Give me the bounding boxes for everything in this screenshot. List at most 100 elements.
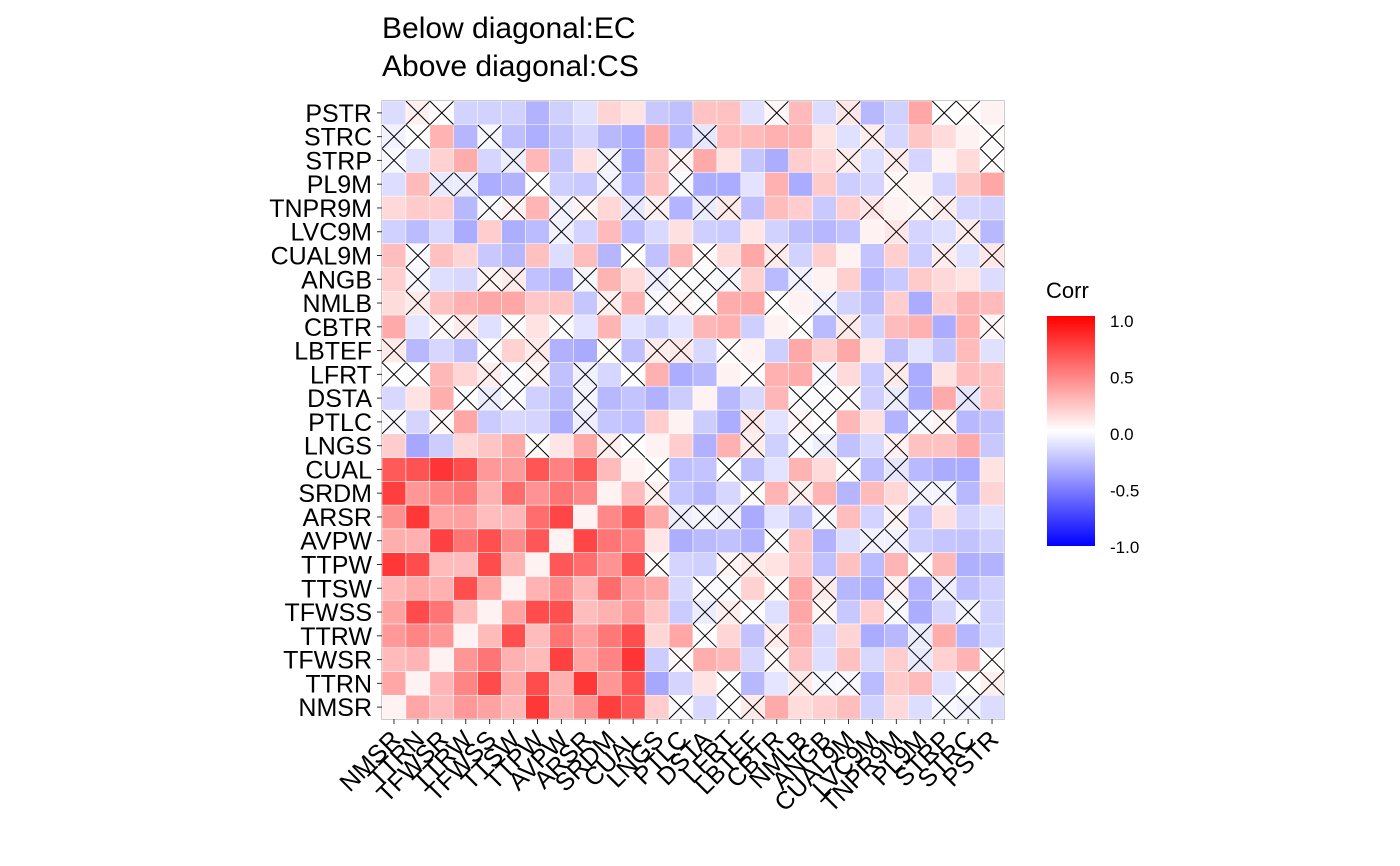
heatmap-cell (381, 694, 407, 720)
insignificant-cross (955, 385, 981, 411)
heatmap-cell (501, 576, 526, 601)
legend-ticks: 1.0 0.5 0.0 -0.5 -1.0 (1110, 312, 1139, 557)
insignificant-cross (907, 623, 933, 649)
heatmap-cell (716, 362, 742, 387)
heatmap-cell (931, 219, 957, 244)
y-tick-label: LFRT (310, 361, 372, 389)
heatmap-cell (381, 528, 407, 553)
heatmap-cell (740, 290, 766, 316)
insignificant-cross (501, 314, 526, 340)
heatmap-cell (955, 124, 981, 149)
heatmap-cell (931, 552, 957, 577)
heatmap-cell (597, 124, 622, 149)
insignificant-cross (429, 100, 455, 126)
heatmap-cell (908, 362, 933, 387)
heatmap-cell (525, 457, 550, 482)
heatmap-cell (668, 385, 694, 411)
heatmap-cell (908, 148, 933, 173)
insignificant-cross (692, 195, 718, 221)
insignificant-cross (453, 314, 479, 340)
heatmap-cell (477, 100, 502, 126)
heatmap-cell (405, 385, 431, 411)
legend-tick-label: 0.5 (1110, 369, 1134, 388)
insignificant-cross (884, 219, 909, 244)
heatmap-cell (716, 314, 742, 339)
heatmap-cell (597, 623, 622, 648)
heatmap-cell (931, 433, 957, 458)
heatmap-cell (501, 528, 526, 553)
heatmap-cell (573, 100, 598, 126)
heatmap-cell (812, 528, 837, 553)
y-tick-label: DSTA (307, 385, 372, 413)
insignificant-cross (573, 409, 598, 435)
heatmap-cell (955, 481, 981, 506)
heatmap-cell (979, 267, 1005, 292)
heatmap-cell (836, 694, 861, 720)
heatmap-cell (955, 623, 981, 648)
heatmap-cell (573, 172, 598, 197)
heatmap-cell (405, 433, 431, 458)
heatmap-cell (549, 528, 574, 553)
heatmap-cell (788, 148, 813, 173)
insignificant-cross (381, 148, 407, 173)
heatmap-cell (597, 314, 622, 339)
insignificant-cross (381, 362, 407, 387)
insignificant-cross (405, 267, 431, 292)
y-tick-label: NMSR (298, 694, 372, 722)
heatmap-cell (955, 148, 981, 173)
insignificant-cross (716, 195, 742, 221)
heatmap-cell (381, 243, 407, 268)
heatmap-cell (525, 409, 550, 435)
heatmap-cell (836, 576, 861, 601)
insignificant-cross (501, 385, 526, 411)
heatmap-cell (860, 314, 885, 339)
y-tick-label: STRC (304, 124, 372, 152)
heatmap-cell (549, 552, 574, 577)
heatmap-cell (812, 195, 837, 221)
heatmap-cell (668, 362, 694, 387)
heatmap-cell (979, 552, 1005, 577)
heatmap-cell (740, 219, 766, 244)
heatmap-cell (931, 623, 957, 648)
heatmap-cell (573, 623, 598, 648)
heatmap-cell (525, 504, 550, 530)
insignificant-cross (812, 433, 837, 458)
heatmap-cell (692, 409, 718, 435)
heatmap-cell (788, 504, 813, 530)
heatmap-cell (573, 457, 598, 482)
heatmap-cell (620, 172, 646, 197)
heatmap-cell (860, 362, 885, 387)
heatmap-cell (453, 623, 478, 648)
insignificant-cross (405, 124, 431, 149)
heatmap-cell (477, 623, 502, 648)
y-axis-labels: NMSRTTRNTFWSRTTRWTFWSSTTSWTTPWAVPWARSRSR… (269, 100, 382, 722)
insignificant-cross (979, 124, 1005, 149)
heatmap-cell (979, 409, 1005, 435)
heatmap-cell (453, 124, 478, 149)
heatmap-cell (405, 481, 431, 506)
heatmap-cell (597, 362, 622, 387)
insignificant-cross (381, 338, 407, 363)
heatmap-cell (955, 433, 981, 458)
heatmap-cell (955, 504, 981, 530)
heatmap-cell (884, 481, 909, 506)
heatmap-cell (573, 148, 598, 173)
heatmap-cell (692, 148, 718, 173)
heatmap-cell (620, 671, 646, 696)
heatmap-cell (908, 504, 933, 530)
heatmap-cell (668, 599, 694, 625)
heatmap-cell (549, 124, 574, 149)
insignificant-cross (907, 647, 933, 672)
insignificant-cross (788, 385, 813, 411)
heatmap-cell (740, 172, 766, 197)
insignificant-cross (525, 338, 550, 363)
heatmap-cell (884, 100, 909, 126)
y-tick-label: SRDM (298, 480, 372, 508)
heatmap-cell (477, 504, 502, 530)
heatmap-cell (573, 647, 598, 672)
y-tick-label: TTRW (300, 623, 372, 651)
insignificant-cross (740, 599, 766, 625)
heatmap-cell (405, 599, 431, 625)
insignificant-cross (716, 552, 742, 577)
